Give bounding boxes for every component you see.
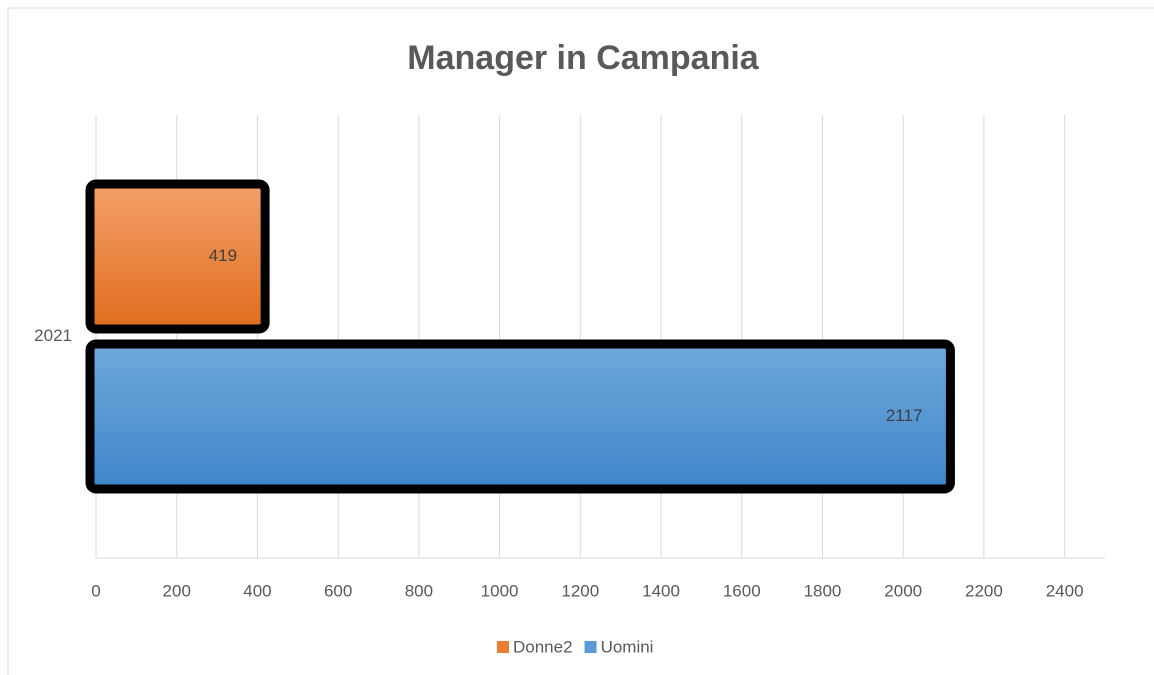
- legend-swatch: [497, 641, 509, 653]
- legend-label: Uomini: [601, 637, 654, 656]
- x-tick-label: 1600: [723, 581, 761, 600]
- y-tick-label: 2021: [34, 326, 72, 345]
- x-tick-label: 2200: [965, 581, 1003, 600]
- value-label: 2117: [886, 406, 923, 425]
- x-tick-label: 1200: [561, 581, 599, 600]
- x-tick-label: 400: [243, 581, 271, 600]
- bar: [85, 179, 270, 334]
- bar: [85, 339, 955, 494]
- x-tick-label: 0: [91, 581, 100, 600]
- legend-label: Donne2: [513, 637, 573, 656]
- x-tick-label: 600: [324, 581, 352, 600]
- legend-swatch: [584, 641, 597, 653]
- x-tick-label: 1800: [804, 581, 842, 600]
- chart-title: Manager in Campania: [407, 39, 760, 77]
- x-tick-label: 1400: [642, 581, 680, 600]
- x-tick-label: 2400: [1046, 581, 1084, 600]
- x-tick-label: 1000: [481, 581, 519, 600]
- chart-frame: [7, 7, 1154, 675]
- x-tick-label: 2000: [884, 581, 922, 600]
- x-tick-label: 200: [163, 581, 191, 600]
- x-tick-label: 800: [405, 581, 433, 600]
- value-label: 419: [209, 246, 237, 265]
